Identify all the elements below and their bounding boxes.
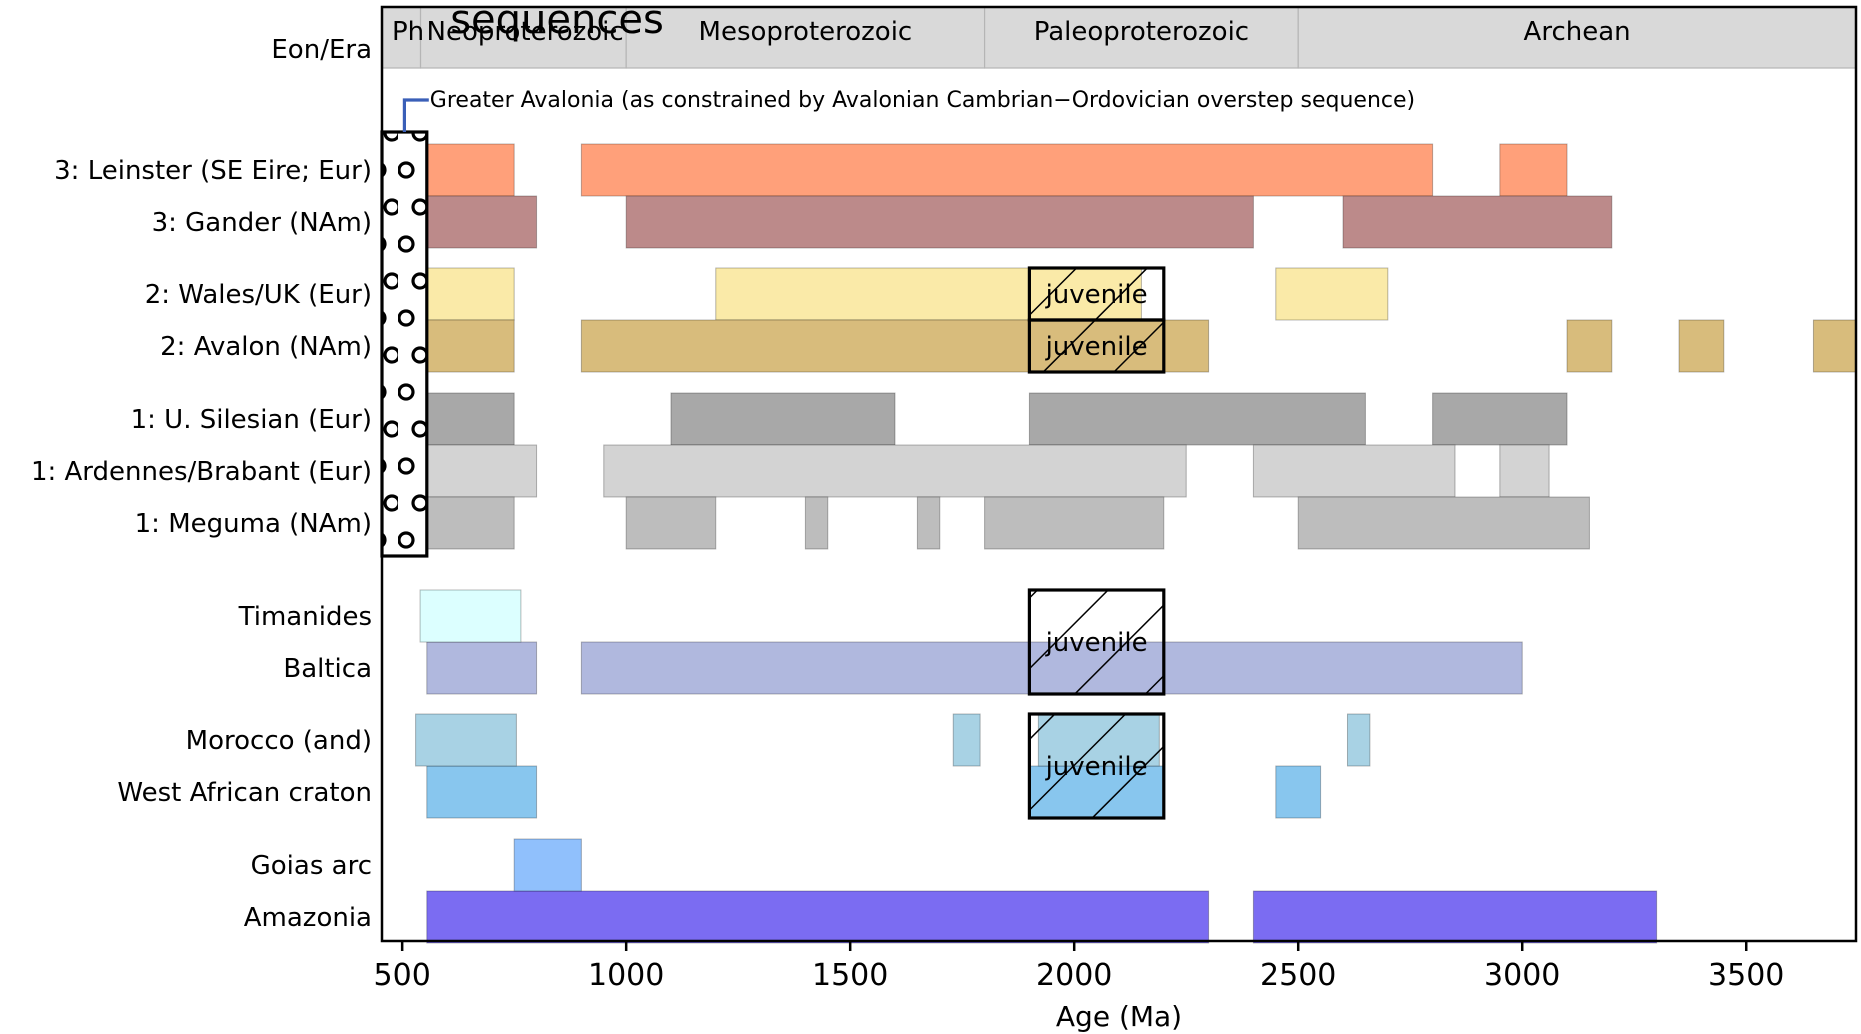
juvenile-box-2: [1027, 588, 1166, 696]
bar-row4-3: [1432, 392, 1568, 446]
bar-row1-0: [426, 195, 538, 249]
row-label-11: Goias arc: [251, 851, 372, 881]
x-axis-title: Age (Ma): [1056, 1000, 1182, 1033]
bar-row10-2: [1275, 765, 1322, 819]
bar-row12-1: [1252, 890, 1658, 944]
bar-row5-1: [603, 444, 1187, 498]
bar-row2-2: [1275, 267, 1389, 321]
era-band-1: [419, 6, 627, 69]
juvenile-label-3: juvenile: [1045, 752, 1148, 782]
bar-row9-1: [952, 713, 981, 767]
x-tick-label-5: 3000: [1484, 958, 1560, 993]
row-label-12: Amazonia: [244, 903, 372, 933]
bar-row6-3: [916, 496, 941, 550]
bar-row5-0: [426, 444, 538, 498]
x-tick-label-6: 3500: [1708, 958, 1784, 993]
juvenile-box-1: [1027, 318, 1166, 374]
row-label-8: Baltica: [283, 654, 372, 684]
bar-row1-2: [1342, 195, 1613, 249]
x-tick-label-4: 2500: [1260, 958, 1336, 993]
bar-row3-4: [1812, 319, 1857, 373]
eon-era-label: Eon/Era: [271, 35, 372, 65]
bar-row10-0: [426, 765, 538, 819]
juvenile-label-1: juvenile: [1045, 332, 1148, 362]
x-tick-label-0: 500: [374, 958, 431, 993]
era-band-3: [983, 6, 1299, 69]
bar-row0-2: [1499, 143, 1568, 197]
plot-frame: [380, 5, 1858, 943]
bar-row4-0: [426, 392, 515, 446]
bar-row6-5: [1297, 496, 1590, 550]
row-label-9: Morocco (and): [186, 726, 372, 756]
bar-row11-0: [513, 838, 582, 892]
era-band-4: [1297, 6, 1857, 69]
row-label-4: 1: U. Silesian (Eur): [131, 405, 372, 435]
bars: [415, 143, 1857, 944]
x-tick-label-2: 1500: [812, 958, 888, 993]
row-label-5: 1: Ardennes/Brabant (Eur): [31, 457, 372, 487]
row-label-1: 3: Gander (NAm): [152, 208, 372, 238]
row-label-2: 2: Wales/UK (Eur): [145, 280, 372, 310]
bar-row4-1: [670, 392, 896, 446]
era-label-1: Neoproterozoic: [427, 17, 624, 47]
bar-row9-3: [1346, 713, 1371, 767]
bar-row5-2: [1252, 444, 1456, 498]
bar-row5-3: [1499, 444, 1550, 498]
avalonia-box-pattern: [382, 132, 427, 556]
row-labels: 3: Leinster (SE Eire; Eur) 3: Gander (NAm…: [31, 156, 372, 933]
juvenile-overlays: juvenile juvenile juvenile juvenile: [1027, 266, 1166, 820]
x-axis: 500 1000 1500 2000 2500 3000 3500: [374, 941, 1784, 993]
x-tick-label-3: 2000: [1036, 958, 1112, 993]
juvenile-hatch-1: [1029, 320, 1164, 372]
bar-row4-2: [1028, 392, 1366, 446]
bar-row3-3: [1678, 319, 1725, 373]
era-label-4: Archean: [1524, 17, 1631, 47]
bar-row0-1: [580, 143, 1434, 197]
avalonia-annotation: Greater Avalonia (as constrained by Aval…: [430, 88, 1415, 113]
x-tick-label-1: 1000: [588, 958, 664, 993]
juvenile-hatch-0: [1029, 268, 1164, 320]
avalonia-group: Greater Avalonia (as constrained by Aval…: [380, 88, 1415, 558]
chart-title: sequences: [450, 0, 664, 43]
avalonia-pointer: [402, 98, 429, 132]
bar-row0-0: [426, 143, 515, 197]
era-label-0: Ph: [392, 17, 424, 47]
bar-row6-4: [984, 496, 1165, 550]
era-label-2: Mesoproterozoic: [699, 17, 913, 47]
bar-row3-2: [1566, 319, 1613, 373]
bar-row3-0: [426, 319, 515, 373]
juvenile-label-2: juvenile: [1045, 628, 1148, 658]
bar-row6-2: [804, 496, 829, 550]
bar-row12-0: [426, 890, 1210, 944]
juvenile-box-3: [1027, 712, 1166, 820]
juvenile-hatch-3: [1029, 714, 1164, 818]
bar-row9-0: [415, 713, 517, 767]
bar-row6-1: [625, 496, 717, 550]
row-label-6: 1: Meguma (NAm): [135, 509, 372, 539]
bar-row6-0: [426, 496, 515, 550]
bar-row7-0: [419, 589, 522, 643]
row-label-0: 3: Leinster (SE Eire; Eur): [54, 156, 372, 186]
juvenile-label-0: juvenile: [1045, 280, 1148, 310]
bar-row2-0: [426, 267, 515, 321]
row-label-10: West African craton: [117, 778, 372, 808]
row-label-7: Timanides: [238, 602, 372, 632]
bar-row1-1: [625, 195, 1254, 249]
row-label-3: 2: Avalon (NAm): [160, 332, 372, 362]
bar-row8-0: [426, 641, 538, 695]
era-label-3: Paleoproterozoic: [1034, 17, 1249, 47]
juvenile-hatch-2: [1029, 590, 1164, 694]
